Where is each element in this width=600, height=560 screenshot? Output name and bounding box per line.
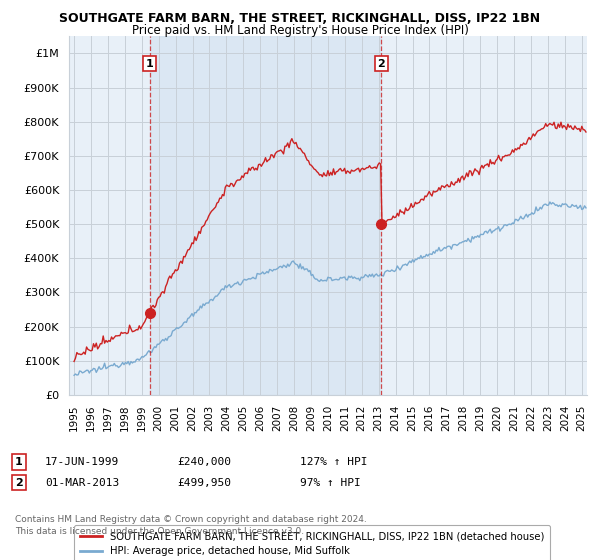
- Bar: [149, 36, 382, 395]
- Text: £240,000: £240,000: [177, 457, 231, 467]
- Text: 1: 1: [15, 457, 23, 467]
- Text: 17-JUN-1999: 17-JUN-1999: [45, 457, 119, 467]
- Legend: SOUTHGATE FARM BARN, THE STREET, RICKINGHALL, DISS, IP22 1BN (detached house), H: SOUTHGATE FARM BARN, THE STREET, RICKING…: [74, 525, 550, 560]
- Text: 97% ↑ HPI: 97% ↑ HPI: [300, 478, 361, 488]
- Text: This data is licensed under the Open Government Licence v3.0.: This data is licensed under the Open Gov…: [15, 528, 304, 536]
- Text: £499,950: £499,950: [177, 478, 231, 488]
- Text: 2: 2: [15, 478, 23, 488]
- Text: 1: 1: [146, 59, 154, 69]
- Text: 01-MAR-2013: 01-MAR-2013: [45, 478, 119, 488]
- Text: 2: 2: [377, 59, 385, 69]
- Text: SOUTHGATE FARM BARN, THE STREET, RICKINGHALL, DISS, IP22 1BN: SOUTHGATE FARM BARN, THE STREET, RICKING…: [59, 12, 541, 25]
- Text: Price paid vs. HM Land Registry's House Price Index (HPI): Price paid vs. HM Land Registry's House …: [131, 24, 469, 37]
- Text: 127% ↑ HPI: 127% ↑ HPI: [300, 457, 367, 467]
- Text: Contains HM Land Registry data © Crown copyright and database right 2024.: Contains HM Land Registry data © Crown c…: [15, 515, 367, 524]
